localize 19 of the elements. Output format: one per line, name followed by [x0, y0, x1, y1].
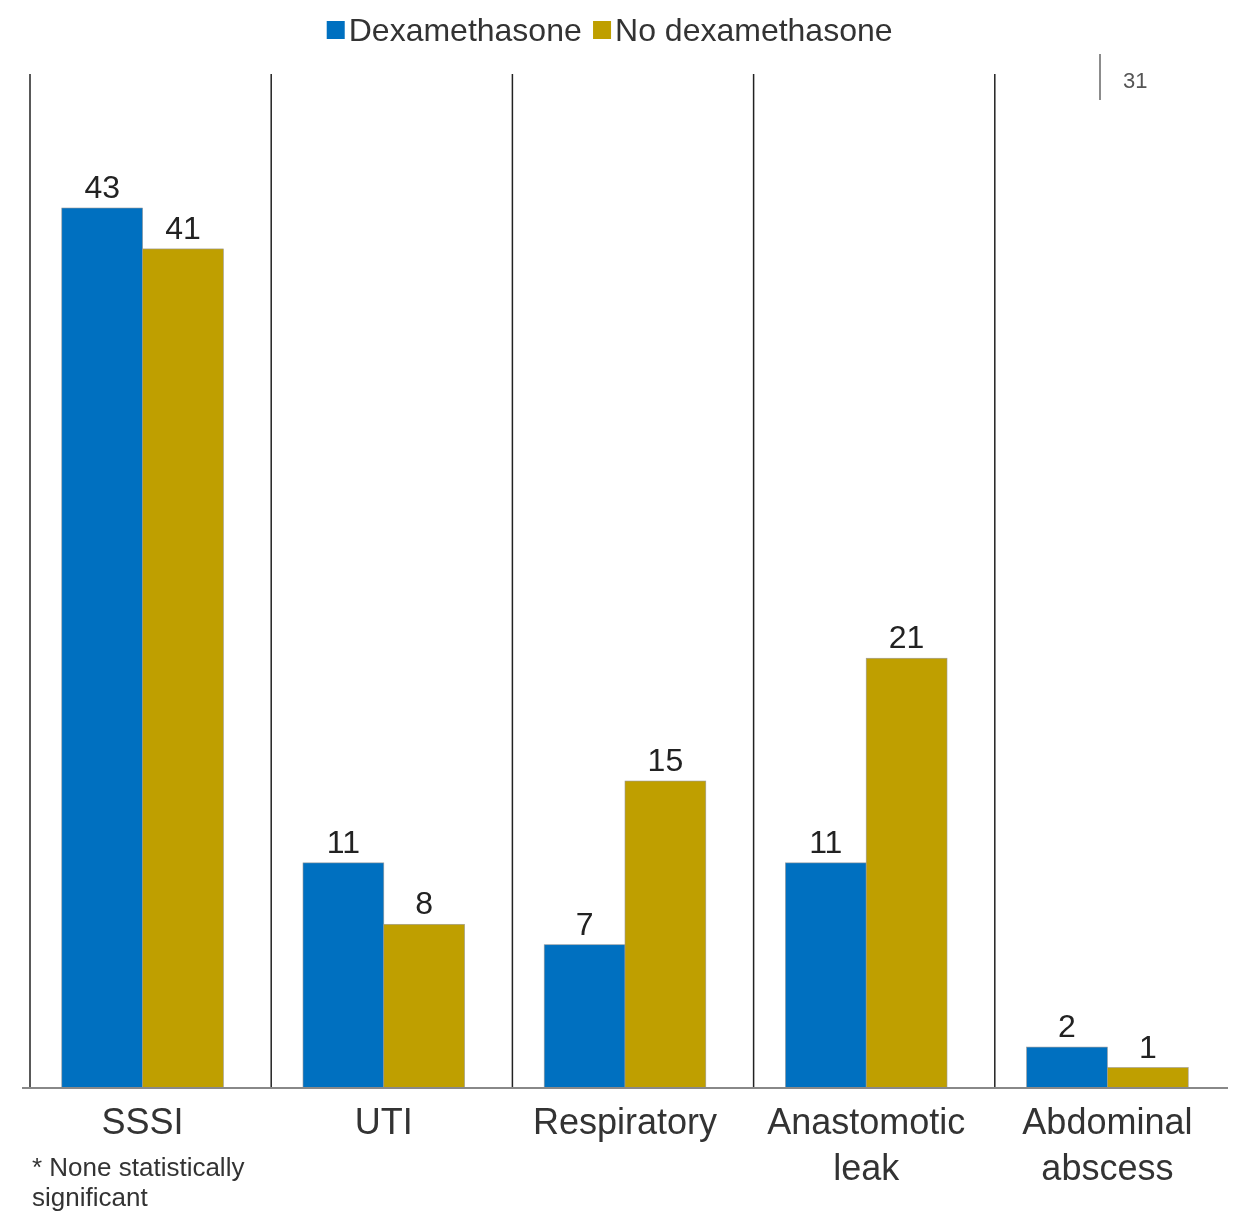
legend-label: No dexamethasone: [615, 12, 893, 48]
legend-label: Dexamethasone: [348, 12, 582, 48]
data-label: 43: [84, 169, 120, 205]
text: 31: [1123, 68, 1148, 93]
data-label: 2: [1058, 1008, 1076, 1045]
x-tick-label: Anastomotic leak: [767, 1101, 966, 1188]
data-label: 21: [888, 619, 925, 656]
data-label: 1: [1138, 1028, 1157, 1065]
data-label: 8: [415, 885, 434, 922]
data-label: 11: [326, 823, 361, 860]
data-label: 11: [809, 823, 843, 860]
x-tick-label: UTI: [354, 1101, 413, 1142]
data-label: 41: [165, 209, 201, 246]
text: * None statistically significant: [32, 1152, 245, 1212]
data-label: 7: [575, 905, 594, 942]
x-tick-label: Respiratory: [532, 1101, 718, 1142]
x-tick-label: Abdominal abscess: [1022, 1101, 1193, 1188]
x-tick-label: SSSI: [101, 1101, 184, 1142]
data-label: 15: [647, 742, 684, 779]
